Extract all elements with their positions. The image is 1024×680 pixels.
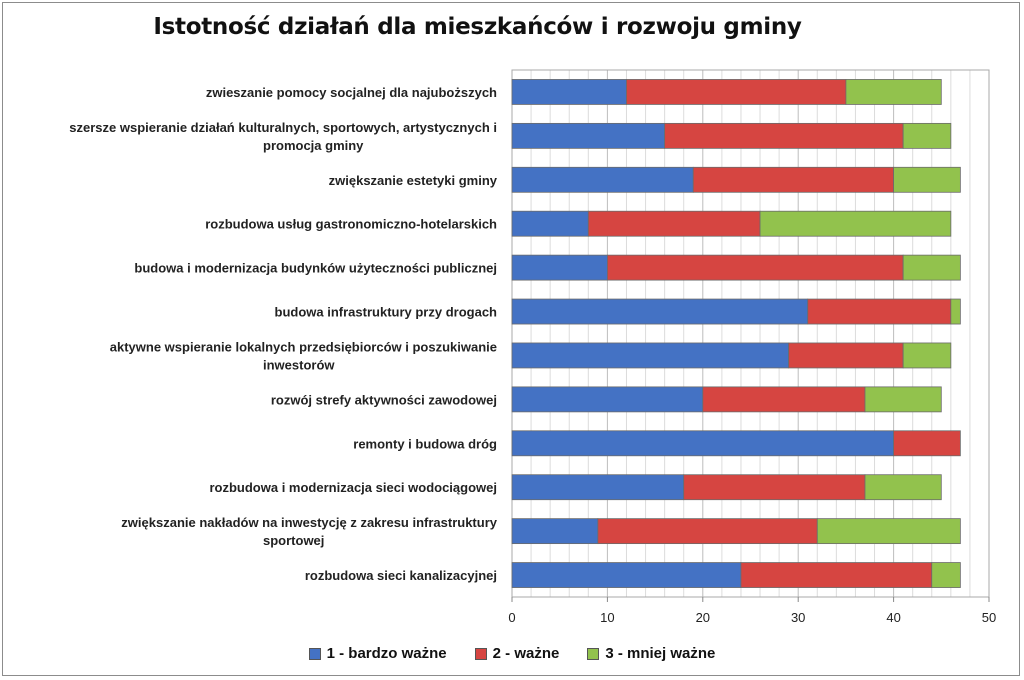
bar-segment [511,210,589,237]
x-tick-label: 50 [982,610,996,625]
bar-segment [893,430,961,457]
category-label: aktywne wspieranie lokalnych przedsiębio… [110,339,497,372]
legend-swatch [308,647,321,660]
category-label: rozbudowa sieci kanalizacyjnej [305,568,497,583]
bar-segment [511,562,742,588]
category-label: zwiększanie nakładów na inwestycję z zak… [121,515,497,548]
x-tick-label: 20 [696,610,710,625]
bar-segment [511,79,627,105]
bar-segment [816,518,961,545]
bar-segment [788,342,904,369]
x-tick-label: 40 [886,610,900,625]
legend-swatch [474,647,487,660]
category-label: rozwój strefy aktywności zawodowej [271,392,497,407]
bar-segment [893,166,961,193]
legend-label: 3 - mniej ważne [605,645,716,662]
x-tick-label: 30 [791,610,805,625]
bar-segment [511,386,704,413]
legend-item: 3 - mniej ważne [587,645,715,662]
bar-segment [597,518,818,545]
bar-segment [864,386,942,413]
x-tick-label: 10 [600,610,614,625]
legend-item: 1 - bardzo ważne [308,645,447,662]
plot-area [511,69,990,598]
legend: 1 - bardzo ważne 2 - ważne 3 - mniej ważne [0,645,1024,662]
bar-segment [626,79,847,105]
bar-segment [902,122,952,149]
chart-title: Istotność działań dla mieszkańców i rozw… [153,14,802,40]
bar-segment [664,122,904,149]
bar-segment [683,474,866,501]
bar-segment [511,166,694,193]
bar-segment [702,386,866,413]
category-label: rozbudowa i modernizacja sieci wodociągo… [209,480,497,495]
bar-segment [902,254,961,281]
bar-segment [511,254,608,281]
bar-segment [950,298,961,325]
bar-segment [587,210,761,237]
bar-segment [931,562,961,588]
bar-segment [511,298,809,325]
category-label: remonty i budowa dróg [353,436,497,451]
category-label: szersze wspieranie działań kulturalnych,… [69,120,497,153]
legend-swatch [587,647,600,660]
category-label: zwieszanie pomocy socjalnej dla najubożs… [206,85,497,100]
legend-label: 1 - bardzo ważne [326,645,447,662]
bar-segment [902,342,952,369]
bar-segment [511,430,895,457]
bar-segment [511,474,685,501]
bar-segment [759,210,952,237]
bar-segment [692,166,895,193]
bar-segment [864,474,942,501]
bar-segment [511,518,599,545]
bar-segment [511,342,790,369]
category-label: budowa infrastruktury przy drogach [275,305,498,320]
legend-label: 2 - ważne [492,645,560,662]
bar-segment [511,122,666,149]
legend-item: 2 - ważne [474,645,560,662]
bar-chart: zwieszanie pomocy socjalnej dla najubożs… [69,69,996,625]
bar-segment [607,254,904,281]
bar-segment [807,298,952,325]
bar-segment [740,562,933,588]
category-label: budowa i modernizacja budynków użyteczno… [134,261,497,276]
category-label: rozbudowa usług gastronomiczno-hotelarsk… [205,217,497,232]
x-tick-label: 0 [508,610,515,625]
bar-segment [845,79,942,105]
category-label: zwiększanie estetyki gminy [329,173,498,188]
